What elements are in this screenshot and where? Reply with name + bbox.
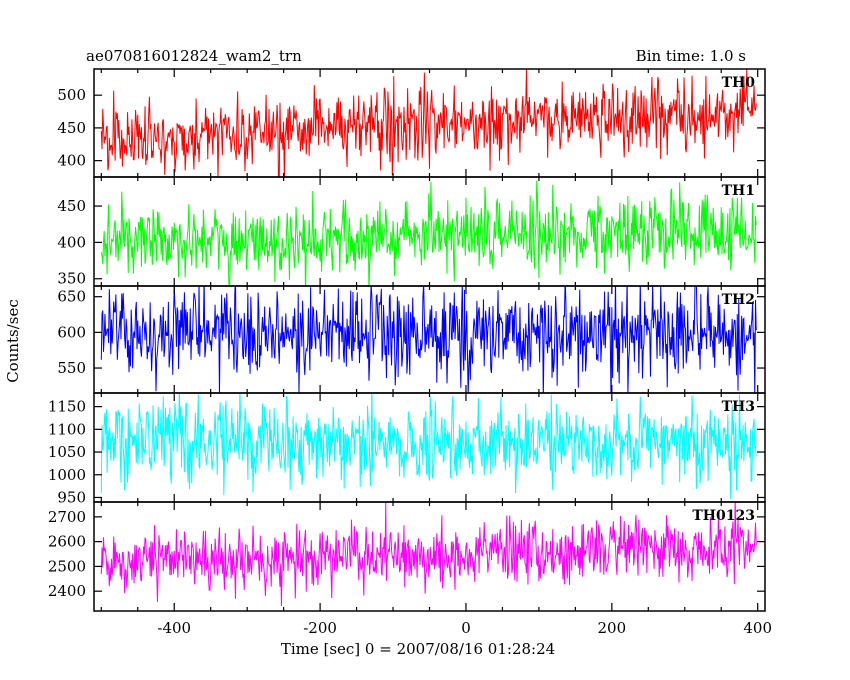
y-tick-label: 2600 [48,533,86,551]
y-tick-label: 2700 [48,508,86,526]
y-tick-label: 1050 [48,443,86,461]
panel-frame [93,176,766,287]
y-tick-label: 2500 [48,557,86,575]
y-tick-label: 450 [57,119,86,137]
y-tick-label: 550 [57,359,86,377]
panel-th1: 350 400 450 TH1 [57,176,766,288]
y-tick-label: 1100 [48,420,86,438]
x-axis: -400 -200 0 200 400 [157,619,772,637]
panel-th2: 550 600 650 TH2 [57,285,766,394]
y-tick-label: 500 [57,86,86,104]
series-line-th2 [100,286,757,393]
series-label-th1: TH1 [722,183,755,199]
bin-time-label: Bin time: 1.0 s [636,47,746,65]
series-label-th0: TH0 [722,75,756,91]
x-axis-title: Time [sec] 0 = 2007/08/16 01:28:24 [281,640,555,658]
x-tick-label: -400 [157,619,191,637]
chart-title: ae070816012824_wam2_trn [86,47,302,65]
panels: 400 450 500 TH0 350 400 450 TH1 550 600 650 TH2 950 1… [48,68,766,612]
x-tick-label: 200 [598,619,627,637]
y-tick-label: 450 [57,197,86,215]
y-tick-label: 600 [57,323,86,341]
y-tick-label: 1150 [48,398,86,416]
x-tick-label: -200 [303,619,337,637]
series-line-th0123 [100,502,757,606]
y-tick-label: 350 [57,270,86,288]
y-tick-label: 400 [57,152,86,170]
series-label-th3: TH3 [722,399,755,415]
series-line-th1 [100,180,757,286]
y-tick-label: 2400 [48,582,86,600]
y-axis-title: Counts/sec [4,299,22,383]
y-tick-label: 950 [57,488,86,506]
panel-th0123: 2400 2500 2600 2700 TH0123 [48,501,766,612]
y-tick-label: 650 [57,288,86,306]
y-tick-label: 400 [57,233,86,251]
x-tick-label: 400 [743,619,772,637]
series-line-th0 [100,69,757,177]
series-label-th2: TH2 [722,292,755,308]
panel-th0: 400 450 500 TH0 [57,68,766,178]
series-line-th3 [100,393,757,500]
panel-th3: 950 1000 1050 1100 1150 TH3 [48,392,766,506]
x-tick-label: 0 [461,619,471,637]
series-label-th0123: TH0123 [692,508,755,524]
y-tick-label: 1000 [48,466,86,484]
